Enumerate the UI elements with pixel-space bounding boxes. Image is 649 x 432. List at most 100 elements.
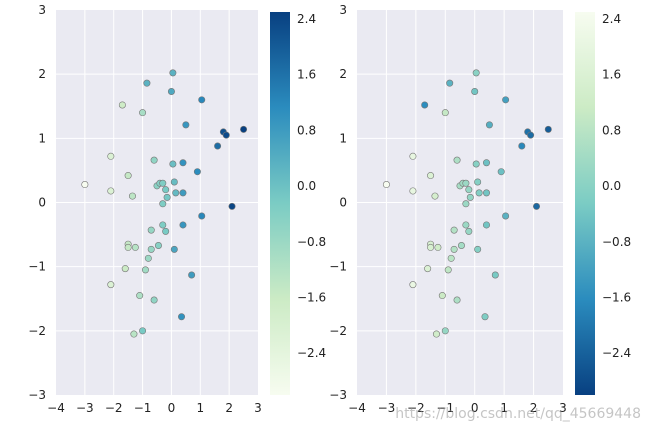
- data-point: [147, 245, 155, 253]
- x-tick-label: −1: [134, 401, 152, 415]
- data-point: [131, 243, 139, 251]
- data-point: [409, 152, 417, 160]
- data-point: [432, 330, 440, 338]
- x-tick-label: −2: [407, 401, 425, 415]
- data-point: [472, 160, 480, 168]
- data-point: [457, 241, 465, 249]
- y-tick-label: −2: [28, 324, 46, 338]
- data-point: [482, 159, 490, 167]
- y-tick-label: −1: [329, 260, 347, 274]
- right-y-ticks: −3 −2 −1 0 1 2 3: [329, 3, 347, 402]
- data-point: [144, 254, 152, 262]
- data-point: [462, 221, 470, 229]
- data-point: [502, 212, 510, 220]
- data-point: [143, 79, 151, 87]
- x-tick-label: −2: [105, 401, 123, 415]
- data-point: [450, 226, 458, 234]
- colorbar-tick-label: 0.0: [602, 179, 621, 193]
- data-point: [472, 69, 480, 77]
- data-point: [121, 265, 129, 273]
- y-tick-label: 0: [38, 196, 46, 210]
- data-point: [139, 327, 147, 335]
- data-point: [441, 109, 449, 117]
- data-point: [170, 178, 178, 186]
- colorbar-tick-label: −2.4: [602, 346, 631, 360]
- right-points: [382, 69, 552, 338]
- y-tick-label: 1: [339, 131, 347, 145]
- data-point: [497, 168, 505, 176]
- left-points: [81, 69, 248, 338]
- data-point: [136, 292, 144, 300]
- data-point: [485, 121, 493, 129]
- data-point: [446, 79, 454, 87]
- data-point: [159, 200, 167, 208]
- x-tick-label: −4: [47, 401, 65, 415]
- left-colorbar-bar: [270, 12, 290, 395]
- data-point: [527, 131, 535, 139]
- data-point: [453, 156, 461, 164]
- data-point: [481, 313, 489, 321]
- x-tick-label: −1: [436, 401, 454, 415]
- left-y-ticks: −3 −2 −1 0 1 2 3: [28, 3, 46, 402]
- data-point: [502, 96, 510, 104]
- data-point: [475, 189, 483, 197]
- y-tick-label: 0: [339, 196, 347, 210]
- colorbar-tick-label: 1.6: [602, 68, 621, 82]
- right-x-ticks: −4 −3 −2 −1 0 1 2 3: [348, 401, 567, 415]
- x-tick-label: −3: [76, 401, 94, 415]
- y-tick-label: 1: [38, 131, 46, 145]
- data-point: [471, 87, 479, 95]
- x-tick-label: 1: [500, 401, 508, 415]
- data-point: [214, 142, 222, 150]
- data-point: [466, 193, 474, 201]
- colorbar-tick-label: −2.4: [297, 346, 326, 360]
- data-point: [130, 330, 138, 338]
- data-point: [533, 202, 541, 210]
- y-tick-label: 2: [38, 67, 46, 81]
- y-tick-label: 3: [38, 3, 46, 17]
- data-point: [182, 121, 190, 129]
- data-point: [141, 266, 149, 274]
- data-point: [240, 125, 248, 133]
- data-point: [193, 168, 201, 176]
- colorbar-tick-label: −0.8: [297, 235, 326, 249]
- colorbar-tick-label: 2.4: [297, 12, 316, 26]
- x-tick-label: −3: [378, 401, 396, 415]
- data-point: [107, 187, 115, 195]
- data-point: [434, 243, 442, 251]
- colorbar-tick-label: 1.6: [297, 68, 316, 82]
- left-colorbar-ticks: 2.4 1.6 0.8 0.0 −0.8 −1.6 −2.4: [297, 12, 326, 360]
- data-point: [228, 202, 236, 210]
- data-point: [167, 87, 175, 95]
- data-point: [544, 125, 552, 133]
- data-point: [465, 227, 473, 235]
- colorbar-tick-label: −0.8: [602, 235, 631, 249]
- data-point: [453, 296, 461, 304]
- data-point: [409, 281, 417, 289]
- data-point: [491, 271, 499, 279]
- data-point: [427, 243, 435, 251]
- data-point: [409, 187, 417, 195]
- data-point: [81, 181, 89, 189]
- data-point: [179, 159, 187, 167]
- data-point: [482, 189, 490, 197]
- data-point: [447, 254, 455, 262]
- data-point: [474, 178, 482, 186]
- y-tick-label: −3: [28, 388, 46, 402]
- data-point: [431, 192, 439, 200]
- x-tick-label: 0: [471, 401, 479, 415]
- colorbar-tick-label: −1.6: [297, 291, 326, 305]
- data-point: [169, 160, 177, 168]
- right-colorbar-bar: [575, 12, 595, 395]
- data-point: [170, 245, 178, 253]
- data-point: [462, 179, 470, 187]
- x-tick-label: 0: [168, 401, 176, 415]
- left-grid: [56, 10, 258, 395]
- watermark: https://blog.csdn.net/qq_45669448: [395, 406, 641, 422]
- y-tick-label: −1: [28, 260, 46, 274]
- right-colorbar-ticks: 2.4 1.6 0.8 0.0 −0.8 −1.6 −2.4: [602, 12, 631, 360]
- colorbar-tick-label: 0.0: [297, 179, 316, 193]
